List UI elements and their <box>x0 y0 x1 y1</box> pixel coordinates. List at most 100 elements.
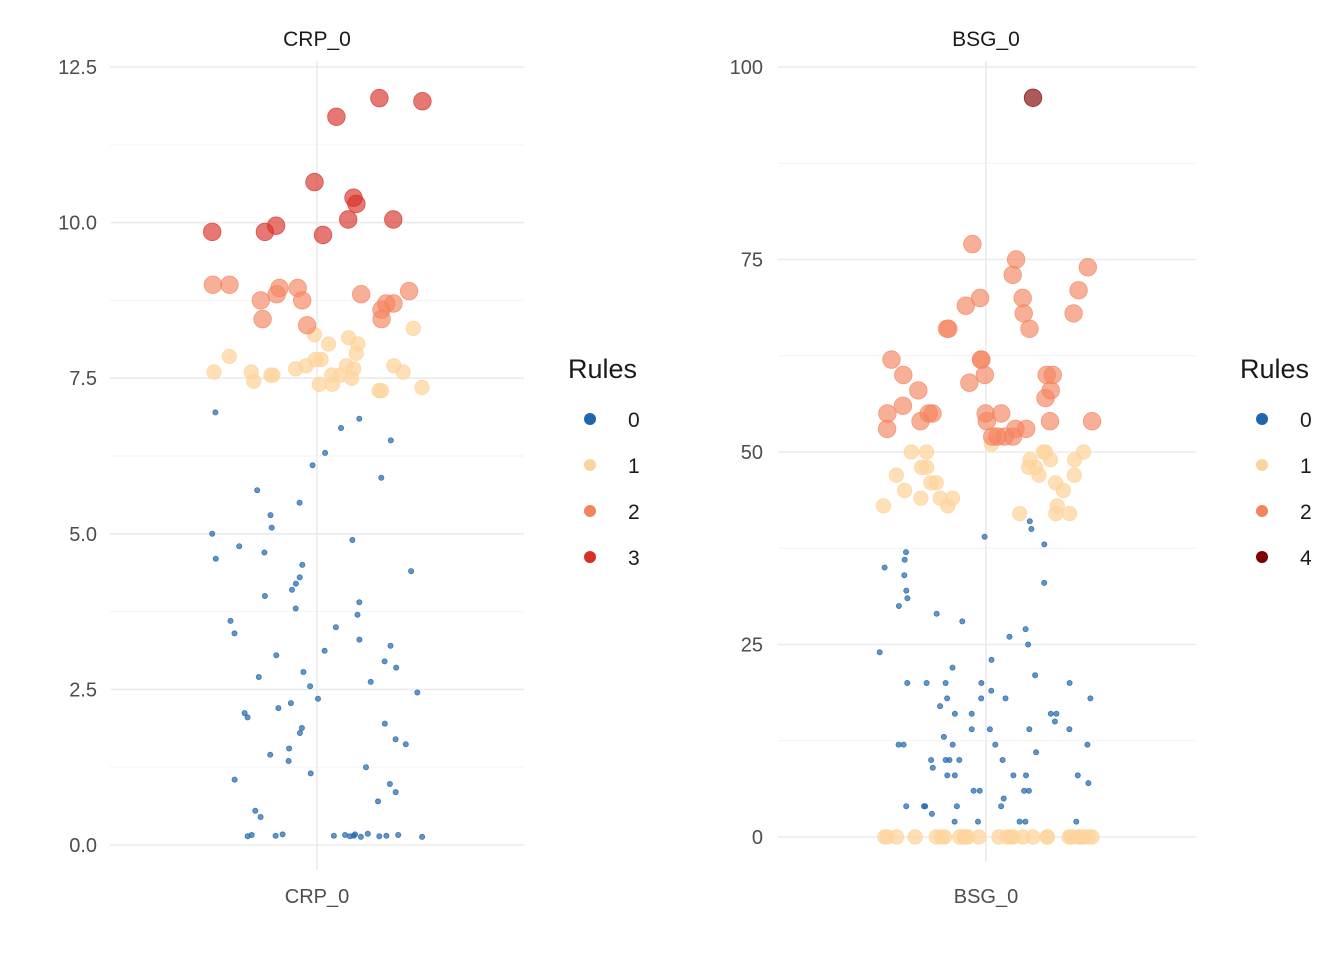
data-point-rule-0 <box>261 549 268 556</box>
y-tick-label: 7.5 <box>69 368 97 390</box>
data-point-rule-2 <box>1064 304 1083 323</box>
legend-key-0 <box>1256 413 1268 425</box>
y-axis-bsg: 0 25 50 75 100 <box>730 57 763 849</box>
legend-label-2: 2 <box>1300 501 1312 524</box>
data-point-rule-3 <box>370 88 389 108</box>
data-point-rule-0 <box>254 487 261 494</box>
legend-crp: Rules 0 1 2 3 <box>568 354 640 570</box>
data-point-rule-0 <box>1073 818 1080 825</box>
data-point-rule-0 <box>357 833 364 840</box>
legend-label-0: 0 <box>1300 409 1312 432</box>
data-point-rule-2 <box>1043 365 1063 385</box>
data-point-rule-1 <box>221 348 237 364</box>
data-point-rule-1 <box>1022 452 1038 468</box>
data-point-rule-0 <box>988 656 995 663</box>
data-point-rule-0 <box>978 695 985 702</box>
data-point-rule-0 <box>241 710 248 717</box>
data-point-rule-2 <box>1006 250 1026 269</box>
data-point-rule-0 <box>1022 626 1029 633</box>
data-point-rule-0 <box>933 610 940 617</box>
data-point-rule-0 <box>956 757 963 764</box>
data-point-rule-0 <box>376 833 383 840</box>
data-point-rule-0 <box>903 803 910 810</box>
legend-key-4 <box>1256 551 1268 563</box>
data-point-rule-1 <box>1035 444 1051 460</box>
data-point-rule-1 <box>1055 482 1072 499</box>
data-point-rule-2 <box>909 381 928 400</box>
data-point-rule-1 <box>414 379 430 396</box>
data-point-rule-0 <box>337 424 344 431</box>
data-point-rule-1 <box>350 336 366 352</box>
data-point-rule-1 <box>888 829 905 845</box>
data-point-rule-0 <box>392 736 399 743</box>
panel-title-bsg: BSG_0 <box>952 28 1020 51</box>
data-point-rule-0 <box>951 710 958 717</box>
data-point-rule-1 <box>952 829 968 845</box>
data-point-rule-0 <box>330 832 337 839</box>
panel-crp: 0.0 2.5 5.0 7.5 10.0 12.5 CRP_0 CRP_0 <box>58 28 524 908</box>
data-point-rule-2 <box>1040 412 1060 431</box>
data-point-rule-0 <box>1023 772 1030 779</box>
data-point-rule-0 <box>992 741 999 748</box>
data-point-rule-0 <box>296 499 303 506</box>
data-point-rule-0 <box>252 807 259 814</box>
y-tick-label: 50 <box>741 442 763 464</box>
y-tick-label: 10.0 <box>58 213 97 235</box>
data-point-rule-1 <box>1048 505 1064 522</box>
data-point-rule-0 <box>1025 641 1032 648</box>
x-tick-label-bsg: BSG_0 <box>954 886 1018 908</box>
data-point-rule-2 <box>203 275 223 295</box>
data-point-rule-0 <box>236 543 243 550</box>
data-point-rule-1 <box>1005 829 1021 845</box>
data-point-rule-0 <box>1051 718 1058 725</box>
data-point-rule-0 <box>414 689 421 696</box>
data-point-rule-2 <box>882 350 901 369</box>
legend-label-4: 4 <box>1300 547 1312 570</box>
gridlines-bsg <box>778 61 1196 862</box>
y-axis-crp: 0.0 2.5 5.0 7.5 10.0 12.5 <box>58 57 97 857</box>
legend-key-1 <box>584 459 596 471</box>
data-point-rule-0 <box>904 595 911 602</box>
data-point-rule-0 <box>944 695 951 702</box>
data-point-rule-0 <box>387 437 394 444</box>
data-point-rule-1 <box>991 829 1007 845</box>
data-point-rule-0 <box>975 818 982 825</box>
data-point-rule-3 <box>344 188 363 207</box>
data-point-rule-0 <box>928 757 935 764</box>
data-point-rule-3 <box>384 210 403 229</box>
data-point-rule-0 <box>367 678 374 685</box>
data-point-rule-1 <box>1066 467 1082 483</box>
data-point-rule-3 <box>202 222 222 242</box>
panel-title-crp: CRP_0 <box>283 28 351 51</box>
data-point-rule-0 <box>881 564 888 571</box>
data-point-rule-1 <box>903 444 919 460</box>
data-point-rule-0 <box>1074 772 1081 779</box>
data-point-rule-0 <box>923 680 930 687</box>
data-point-rule-3 <box>413 91 432 111</box>
data-point-rule-1 <box>320 336 337 352</box>
data-point-rule-0 <box>944 772 951 779</box>
data-point-rule-2 <box>1078 258 1098 277</box>
data-point-rule-1 <box>1084 829 1100 845</box>
data-point-rule-0 <box>895 603 902 610</box>
points-bsg <box>875 88 1102 845</box>
data-point-rule-0 <box>999 757 1006 764</box>
data-point-rule-0 <box>279 831 286 838</box>
data-point-rule-2 <box>1014 304 1033 323</box>
data-point-rule-0 <box>1000 795 1007 802</box>
data-point-rule-0 <box>231 630 238 637</box>
data-point-rule-0 <box>309 462 316 469</box>
data-point-rule-3 <box>305 172 324 192</box>
legend-label-2: 2 <box>628 501 640 524</box>
data-point-rule-0 <box>1085 780 1092 787</box>
data-point-rule-0 <box>942 757 949 764</box>
data-point-rule-0 <box>904 680 911 687</box>
data-point-rule-1 <box>1039 829 1055 845</box>
data-point-rule-0 <box>248 832 255 839</box>
data-point-rule-0 <box>227 617 234 624</box>
legend-key-2 <box>1256 505 1268 517</box>
data-point-rule-0 <box>314 695 321 702</box>
data-point-rule-0 <box>296 730 303 737</box>
x-tick-label-crp: CRP_0 <box>285 886 349 908</box>
data-point-rule-0 <box>970 787 977 794</box>
